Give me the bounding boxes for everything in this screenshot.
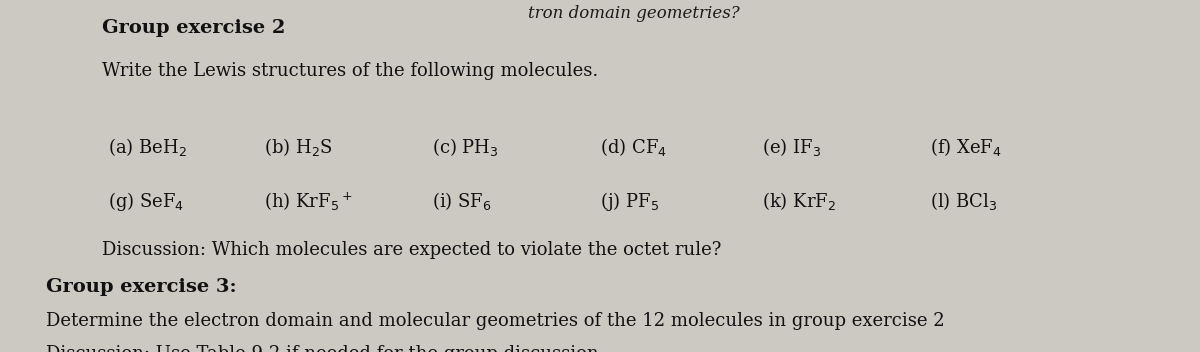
- Text: Discussion: Use Table 9.2 if needed for the group discussion.: Discussion: Use Table 9.2 if needed for …: [46, 345, 604, 352]
- Text: Write the Lewis structures of the following molecules.: Write the Lewis structures of the follow…: [102, 62, 599, 80]
- Text: (d) CF$_4$: (d) CF$_4$: [600, 136, 667, 158]
- Text: (j) PF$_5$: (j) PF$_5$: [600, 190, 659, 213]
- Text: (l) BCl$_3$: (l) BCl$_3$: [930, 190, 997, 212]
- Text: (b) H$_2$S: (b) H$_2$S: [264, 136, 332, 158]
- Text: (e) IF$_3$: (e) IF$_3$: [762, 136, 821, 158]
- Text: (c) PH$_3$: (c) PH$_3$: [432, 136, 499, 158]
- Text: (h) KrF$_5$$^+$: (h) KrF$_5$$^+$: [264, 190, 353, 212]
- Text: Group exercise 2: Group exercise 2: [102, 19, 286, 37]
- Text: Group exercise 3:: Group exercise 3:: [46, 278, 236, 296]
- Text: (a) BeH$_2$: (a) BeH$_2$: [108, 136, 187, 158]
- Text: (f) XeF$_4$: (f) XeF$_4$: [930, 136, 1002, 158]
- Text: tron domain geometries?: tron domain geometries?: [528, 5, 739, 22]
- Text: Discussion: Which molecules are expected to violate the octet rule?: Discussion: Which molecules are expected…: [102, 241, 721, 259]
- Text: Determine the electron domain and molecular geometries of the 12 molecules in gr: Determine the electron domain and molecu…: [46, 312, 944, 329]
- Text: (g) SeF$_4$: (g) SeF$_4$: [108, 190, 185, 213]
- Text: (k) KrF$_2$: (k) KrF$_2$: [762, 190, 836, 212]
- Text: (i) SF$_6$: (i) SF$_6$: [432, 190, 492, 212]
